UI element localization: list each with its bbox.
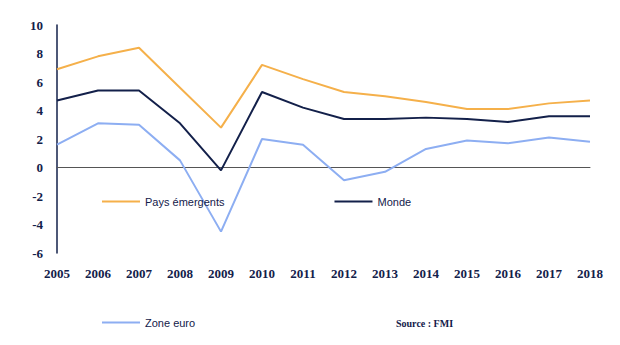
svg-text:8: 8 <box>37 46 44 61</box>
svg-text:4: 4 <box>37 103 44 118</box>
svg-text:-6: -6 <box>32 246 43 261</box>
svg-text:Zone euro: Zone euro <box>145 317 195 329</box>
svg-text:2012: 2012 <box>331 266 357 281</box>
svg-text:2008: 2008 <box>167 266 194 281</box>
svg-text:2016: 2016 <box>495 266 522 281</box>
svg-text:2006: 2006 <box>85 266 112 281</box>
svg-text:2018: 2018 <box>577 266 604 281</box>
svg-text:2010: 2010 <box>249 266 275 281</box>
svg-text:Pays émergents: Pays émergents <box>145 196 225 208</box>
svg-text:0: 0 <box>37 160 44 175</box>
svg-text:2017: 2017 <box>536 266 563 281</box>
svg-text:2009: 2009 <box>208 266 235 281</box>
svg-text:6: 6 <box>37 75 44 90</box>
svg-text:2014: 2014 <box>413 266 440 281</box>
svg-text:-2: -2 <box>32 189 43 204</box>
svg-text:2007: 2007 <box>126 266 153 281</box>
svg-text:10: 10 <box>30 18 43 33</box>
svg-text:Monde: Monde <box>377 196 411 208</box>
svg-text:2011: 2011 <box>290 266 315 281</box>
svg-text:2015: 2015 <box>454 266 481 281</box>
svg-text:-4: -4 <box>32 217 43 232</box>
svg-text:2005: 2005 <box>44 266 71 281</box>
svg-text:Source : FMI: Source : FMI <box>396 318 453 329</box>
svg-text:2: 2 <box>37 132 44 147</box>
svg-text:2013: 2013 <box>372 266 399 281</box>
